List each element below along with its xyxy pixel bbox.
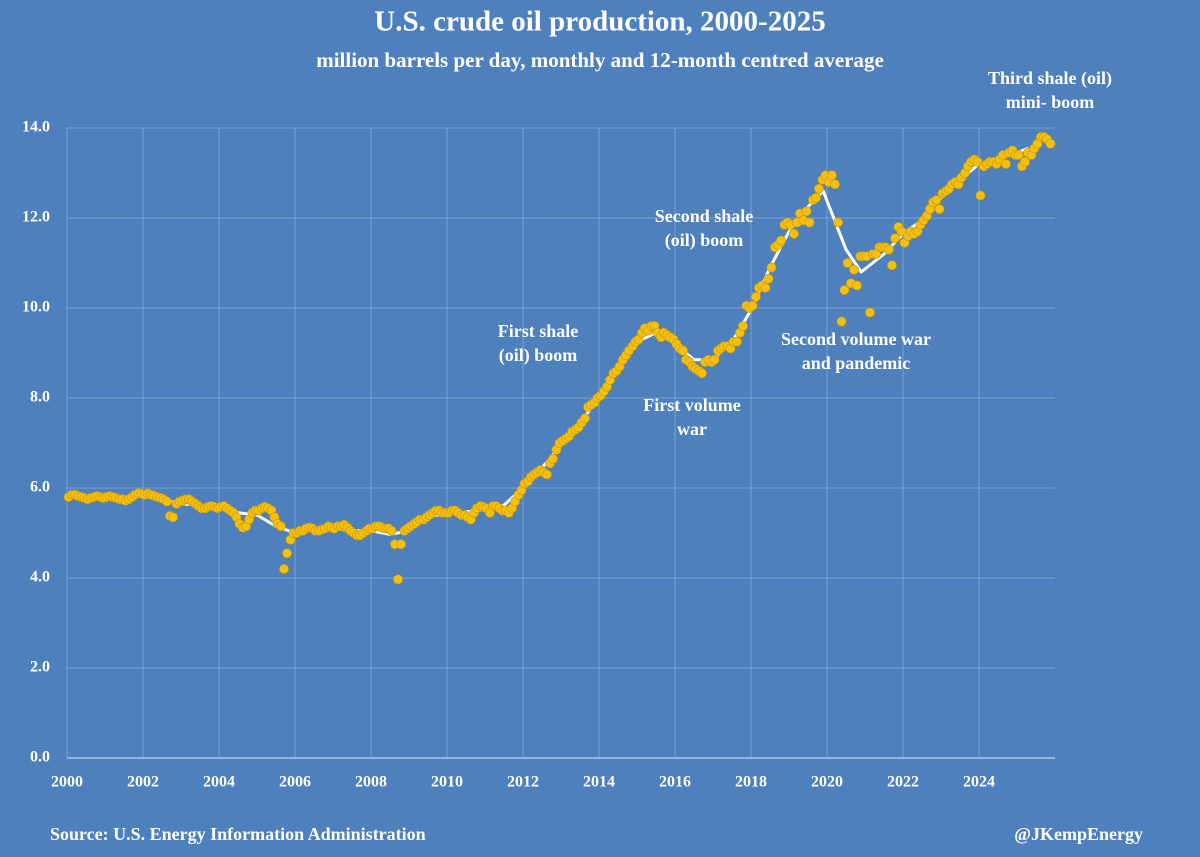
data-point xyxy=(884,244,894,255)
data-point xyxy=(811,192,821,203)
data-point xyxy=(1001,159,1011,169)
data-point xyxy=(386,525,397,536)
x-tick-label: 2018 xyxy=(735,774,767,791)
data-point xyxy=(396,539,406,550)
data-point xyxy=(801,206,812,217)
x-tick-label: 2004 xyxy=(203,774,235,791)
annotation: Second shale xyxy=(655,206,754,226)
data-point xyxy=(830,179,840,190)
data-point xyxy=(890,233,900,244)
annotation: Third shale (oil) xyxy=(988,68,1112,89)
data-point xyxy=(934,204,945,214)
annotation: war xyxy=(677,419,707,439)
y-tick-label: 10.0 xyxy=(22,299,50,316)
data-point xyxy=(276,521,286,532)
annotation: (oil) boom xyxy=(499,345,578,366)
source: Source: U.S. Energy Information Administ… xyxy=(50,824,426,844)
data-point xyxy=(804,217,815,228)
data-point xyxy=(833,217,843,228)
annotation: and pandemic xyxy=(802,353,911,373)
data-point xyxy=(814,183,824,194)
x-tick-label: 2022 xyxy=(887,774,919,791)
data-point xyxy=(738,321,748,331)
chart-title: U.S. crude oil production, 2000-2025 xyxy=(374,6,825,38)
annotation: Second volume war xyxy=(781,329,931,349)
x-tick-label: 2002 xyxy=(127,774,159,791)
y-tick-label: 2.0 xyxy=(30,659,50,676)
chart-subtitle: million barrels per day, monthly and 12-… xyxy=(316,48,884,72)
x-tick-label: 2016 xyxy=(659,774,691,791)
y-tick-label: 4.0 xyxy=(30,569,50,586)
data-point xyxy=(763,273,774,284)
data-point xyxy=(1013,150,1024,160)
credit: @JKempEnergy xyxy=(1014,824,1143,844)
data-point xyxy=(975,190,986,201)
data-point xyxy=(1045,138,1056,149)
data-point xyxy=(839,285,850,295)
y-tick-label: 8.0 xyxy=(30,389,50,406)
data-point xyxy=(931,195,942,205)
data-point xyxy=(548,453,558,464)
y-tick-label: 14.0 xyxy=(22,119,50,136)
data-point xyxy=(827,170,837,181)
x-tick-label: 2012 xyxy=(507,774,539,791)
data-point xyxy=(580,413,590,424)
data-point xyxy=(842,258,853,268)
data-point xyxy=(852,280,862,291)
data-point xyxy=(766,262,777,273)
data-point xyxy=(282,548,292,559)
x-tick-label: 2010 xyxy=(431,774,463,791)
annotation: First volume xyxy=(643,395,740,415)
x-tick-label: 2024 xyxy=(963,774,995,791)
annotation: First shale xyxy=(498,321,579,341)
y-tick-label: 6.0 xyxy=(30,479,50,496)
data-point xyxy=(747,300,758,311)
annotation: mini- boom xyxy=(1006,92,1095,112)
x-tick-label: 2020 xyxy=(811,774,843,791)
data-point xyxy=(751,291,761,302)
data-point xyxy=(678,345,688,356)
data-point xyxy=(789,228,799,239)
data-point xyxy=(865,307,875,318)
data-point xyxy=(709,354,720,365)
data-point xyxy=(697,368,707,379)
x-tick-label: 2000 xyxy=(51,774,83,791)
data-point xyxy=(279,564,289,574)
data-point xyxy=(836,316,847,327)
x-tick-label: 2008 xyxy=(355,774,387,791)
annotation: (oil) boom xyxy=(665,230,744,251)
data-point xyxy=(776,235,786,246)
data-point xyxy=(162,496,172,507)
data-point xyxy=(168,512,178,523)
data-point xyxy=(1020,156,1030,167)
data-point xyxy=(849,264,859,275)
data-point xyxy=(887,260,897,271)
x-tick-label: 2014 xyxy=(583,774,615,791)
data-point xyxy=(760,282,771,293)
data-point xyxy=(732,336,742,347)
x-tick-label: 2006 xyxy=(279,774,311,791)
y-tick-label: 12.0 xyxy=(22,209,50,226)
data-point xyxy=(542,469,552,480)
y-tick-label: 0.0 xyxy=(30,749,50,766)
data-point xyxy=(393,574,403,585)
